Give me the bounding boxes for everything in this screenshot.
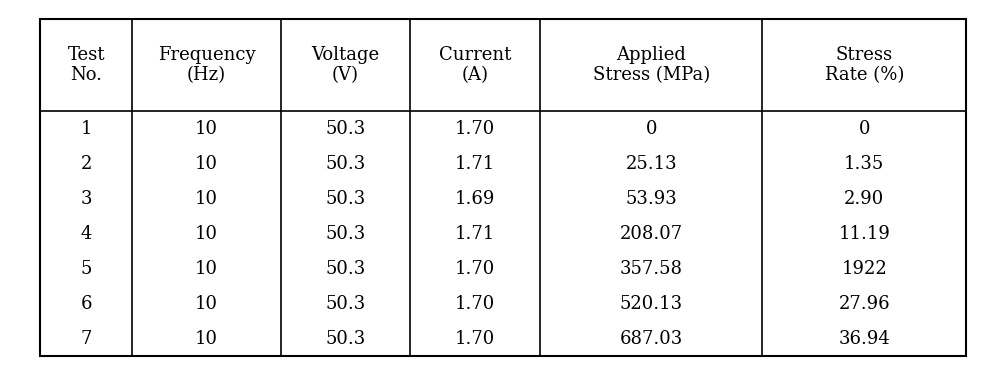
Text: 50.3: 50.3 — [326, 190, 366, 208]
Text: 10: 10 — [195, 295, 218, 313]
Text: 1.70: 1.70 — [455, 295, 495, 313]
Text: 1.70: 1.70 — [455, 260, 495, 278]
Text: 1.35: 1.35 — [844, 155, 884, 173]
Text: (Hz): (Hz) — [187, 66, 226, 84]
Text: 520.13: 520.13 — [620, 295, 682, 313]
Text: 50.3: 50.3 — [326, 225, 366, 243]
Text: Applied: Applied — [617, 46, 686, 64]
Text: 11.19: 11.19 — [839, 225, 890, 243]
Text: 36.94: 36.94 — [839, 330, 890, 348]
Text: 687.03: 687.03 — [620, 330, 683, 348]
Text: 10: 10 — [195, 225, 218, 243]
Text: Rate (%): Rate (%) — [825, 66, 904, 84]
Text: 6: 6 — [81, 295, 92, 313]
Text: 1.69: 1.69 — [455, 190, 495, 208]
Text: 10: 10 — [195, 120, 218, 138]
Text: 0: 0 — [645, 120, 657, 138]
Text: Stress (MPa): Stress (MPa) — [593, 66, 710, 84]
Text: 27.96: 27.96 — [839, 295, 890, 313]
Text: 10: 10 — [195, 260, 218, 278]
Text: (V): (V) — [332, 66, 359, 84]
Text: 50.3: 50.3 — [326, 155, 366, 173]
Text: 7: 7 — [81, 330, 92, 348]
Text: 1.71: 1.71 — [455, 225, 495, 243]
Text: 1: 1 — [81, 120, 92, 138]
Text: 0: 0 — [859, 120, 870, 138]
Text: 10: 10 — [195, 155, 218, 173]
Text: Test: Test — [68, 46, 105, 64]
Text: 50.3: 50.3 — [326, 330, 366, 348]
Text: 50.3: 50.3 — [326, 295, 366, 313]
Text: Current: Current — [439, 46, 511, 64]
Text: 1.71: 1.71 — [455, 155, 495, 173]
Text: Stress: Stress — [836, 46, 892, 64]
Text: 10: 10 — [195, 330, 218, 348]
Text: 2: 2 — [81, 155, 92, 173]
Text: 2.90: 2.90 — [844, 190, 884, 208]
Text: 5: 5 — [81, 260, 92, 278]
Text: 25.13: 25.13 — [625, 155, 677, 173]
Text: 50.3: 50.3 — [326, 120, 366, 138]
Text: 1.70: 1.70 — [455, 120, 495, 138]
Text: 208.07: 208.07 — [620, 225, 682, 243]
Text: 1.70: 1.70 — [455, 330, 495, 348]
Text: (A): (A) — [462, 66, 489, 84]
Text: No.: No. — [70, 66, 103, 84]
Text: Voltage: Voltage — [312, 46, 379, 64]
Text: 4: 4 — [81, 225, 92, 243]
Text: 357.58: 357.58 — [620, 260, 682, 278]
Text: 3: 3 — [81, 190, 92, 208]
Text: 10: 10 — [195, 190, 218, 208]
Text: 53.93: 53.93 — [625, 190, 677, 208]
Text: 50.3: 50.3 — [326, 260, 366, 278]
Text: Frequency: Frequency — [157, 46, 255, 64]
Text: 1922: 1922 — [842, 260, 887, 278]
